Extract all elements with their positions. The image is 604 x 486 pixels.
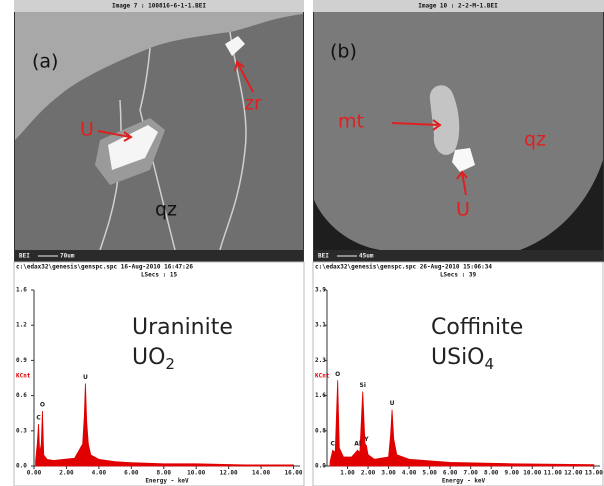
mineral-label: qz (155, 199, 177, 221)
x-tick-label: 8.00 (484, 470, 499, 477)
peak-label: Si (360, 382, 366, 389)
peak-label: C (331, 441, 336, 448)
y-tick-label: 0.0 (315, 463, 326, 470)
x-tick-label: 1.00 (340, 470, 355, 477)
peak-label: U (83, 374, 88, 381)
y-tick-label: 0.0 (16, 463, 27, 470)
image-footer-bar (314, 250, 603, 262)
mineral-label: qz (524, 129, 546, 151)
live-seconds: LSecs : 15 (141, 272, 178, 279)
x-tick-label: 7.00 (463, 470, 478, 477)
peak-label: O (335, 371, 340, 378)
y-tick-label: 2.3 (315, 357, 326, 364)
x-tick-label: 12.00 (220, 470, 238, 477)
x-axis-label: Energy - keV (442, 478, 486, 485)
formula: USiO (431, 345, 485, 370)
peak-label: Al (354, 441, 361, 448)
x-tick-label: 10.00 (187, 470, 205, 477)
formula-subscript: 4 (485, 355, 495, 373)
mineral-label: zr (244, 93, 262, 115)
mineral-label: mt (338, 111, 364, 133)
x-tick-label: 8.00 (157, 470, 172, 477)
x-tick-label: 11.00 (544, 470, 562, 477)
spectrum-panel: c:\edax32\genesis\genspc.spc 26-Aug-2010… (313, 262, 603, 486)
y-tick-label: 0.3 (16, 427, 27, 434)
image-footer-bar (15, 250, 303, 262)
spectrum-frame (14, 262, 304, 486)
x-tick-label: 3.00 (381, 470, 396, 477)
spectrum-panel: c:\edax32\genesis\genspc.spc 16-Aug-2010… (14, 262, 304, 486)
x-tick-label: 16.00 (284, 470, 302, 477)
x-tick-label: 14.00 (252, 470, 270, 477)
x-axis-label: Energy - keV (145, 478, 189, 485)
y-axis-label: KCnt (16, 373, 31, 380)
y-axis-label: KCnt (315, 373, 330, 380)
image-footer: BEI (318, 253, 329, 260)
figure: Image 7 : 100816-6-1-1.BEI (a) U zr qz B… (0, 0, 604, 486)
y-tick-label: 0.9 (16, 357, 27, 364)
x-tick-label: 9.00 (505, 470, 520, 477)
image-footer: BEI (19, 253, 30, 260)
x-tick-label: 5.00 (422, 470, 437, 477)
x-tick-label: 12.00 (564, 470, 582, 477)
sem-image-a: Image 7 : 100816-6-1-1.BEI (a) U zr qz B… (14, 0, 304, 262)
x-tick-label: 4.00 (402, 470, 417, 477)
spectrum-header: c:\edax32\genesis\genspc.spc 16-Aug-2010… (16, 264, 193, 271)
peak-label: O (40, 402, 45, 409)
formula-subscript: 2 (165, 355, 175, 373)
y-tick-label: 1.2 (16, 322, 27, 329)
mineral-label: U (456, 199, 470, 221)
x-tick-label: 4.00 (92, 470, 107, 477)
x-tick-label: 10.00 (523, 470, 541, 477)
spectrum-header: c:\edax32\genesis\genspc.spc 26-Aug-2010… (315, 264, 492, 271)
mineral-label: U (80, 119, 94, 141)
y-tick-label: 1.6 (315, 392, 326, 399)
peak-label: Y (363, 436, 369, 443)
peak-label: C (36, 415, 41, 422)
y-tick-label: 0.8 (315, 427, 326, 434)
peak-label: U (390, 400, 395, 407)
x-tick-label: 6.00 (443, 470, 458, 477)
mineral-name: Coffinite (431, 315, 523, 340)
x-tick-label: 0.00 (27, 470, 42, 477)
formula: UO (132, 345, 165, 370)
mineral-name: Uraninite (132, 315, 233, 340)
y-tick-label: 3.1 (315, 322, 326, 329)
y-tick-label: 1.6 (16, 287, 27, 294)
scale-label: 45um (359, 253, 374, 260)
live-seconds: LSecs : 39 (440, 272, 477, 279)
x-tick-label: 2.00 (59, 470, 74, 477)
x-tick-label: 13.00 (585, 470, 603, 477)
sem-image-b: Image 10 : 2-2-M-1.BEI (b) mt qz U BEI 4… (313, 0, 604, 262)
x-tick-label: 2.00 (361, 470, 376, 477)
scale-label: 70um (60, 253, 75, 260)
y-tick-label: 0.6 (16, 392, 27, 399)
image-header: Image 10 : 2-2-M-1.BEI (418, 3, 498, 10)
panel-label: (a) (32, 51, 58, 73)
panel-label: (b) (330, 41, 357, 63)
x-tick-label: 6.00 (124, 470, 139, 477)
image-header: Image 7 : 100816-6-1-1.BEI (112, 3, 206, 10)
y-tick-label: 3.9 (315, 287, 326, 294)
